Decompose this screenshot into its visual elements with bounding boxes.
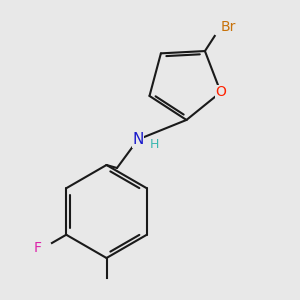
Text: H: H xyxy=(150,137,159,151)
Text: Br: Br xyxy=(220,20,236,34)
Text: F: F xyxy=(33,241,41,255)
Text: N: N xyxy=(132,132,144,147)
Text: O: O xyxy=(215,85,226,99)
